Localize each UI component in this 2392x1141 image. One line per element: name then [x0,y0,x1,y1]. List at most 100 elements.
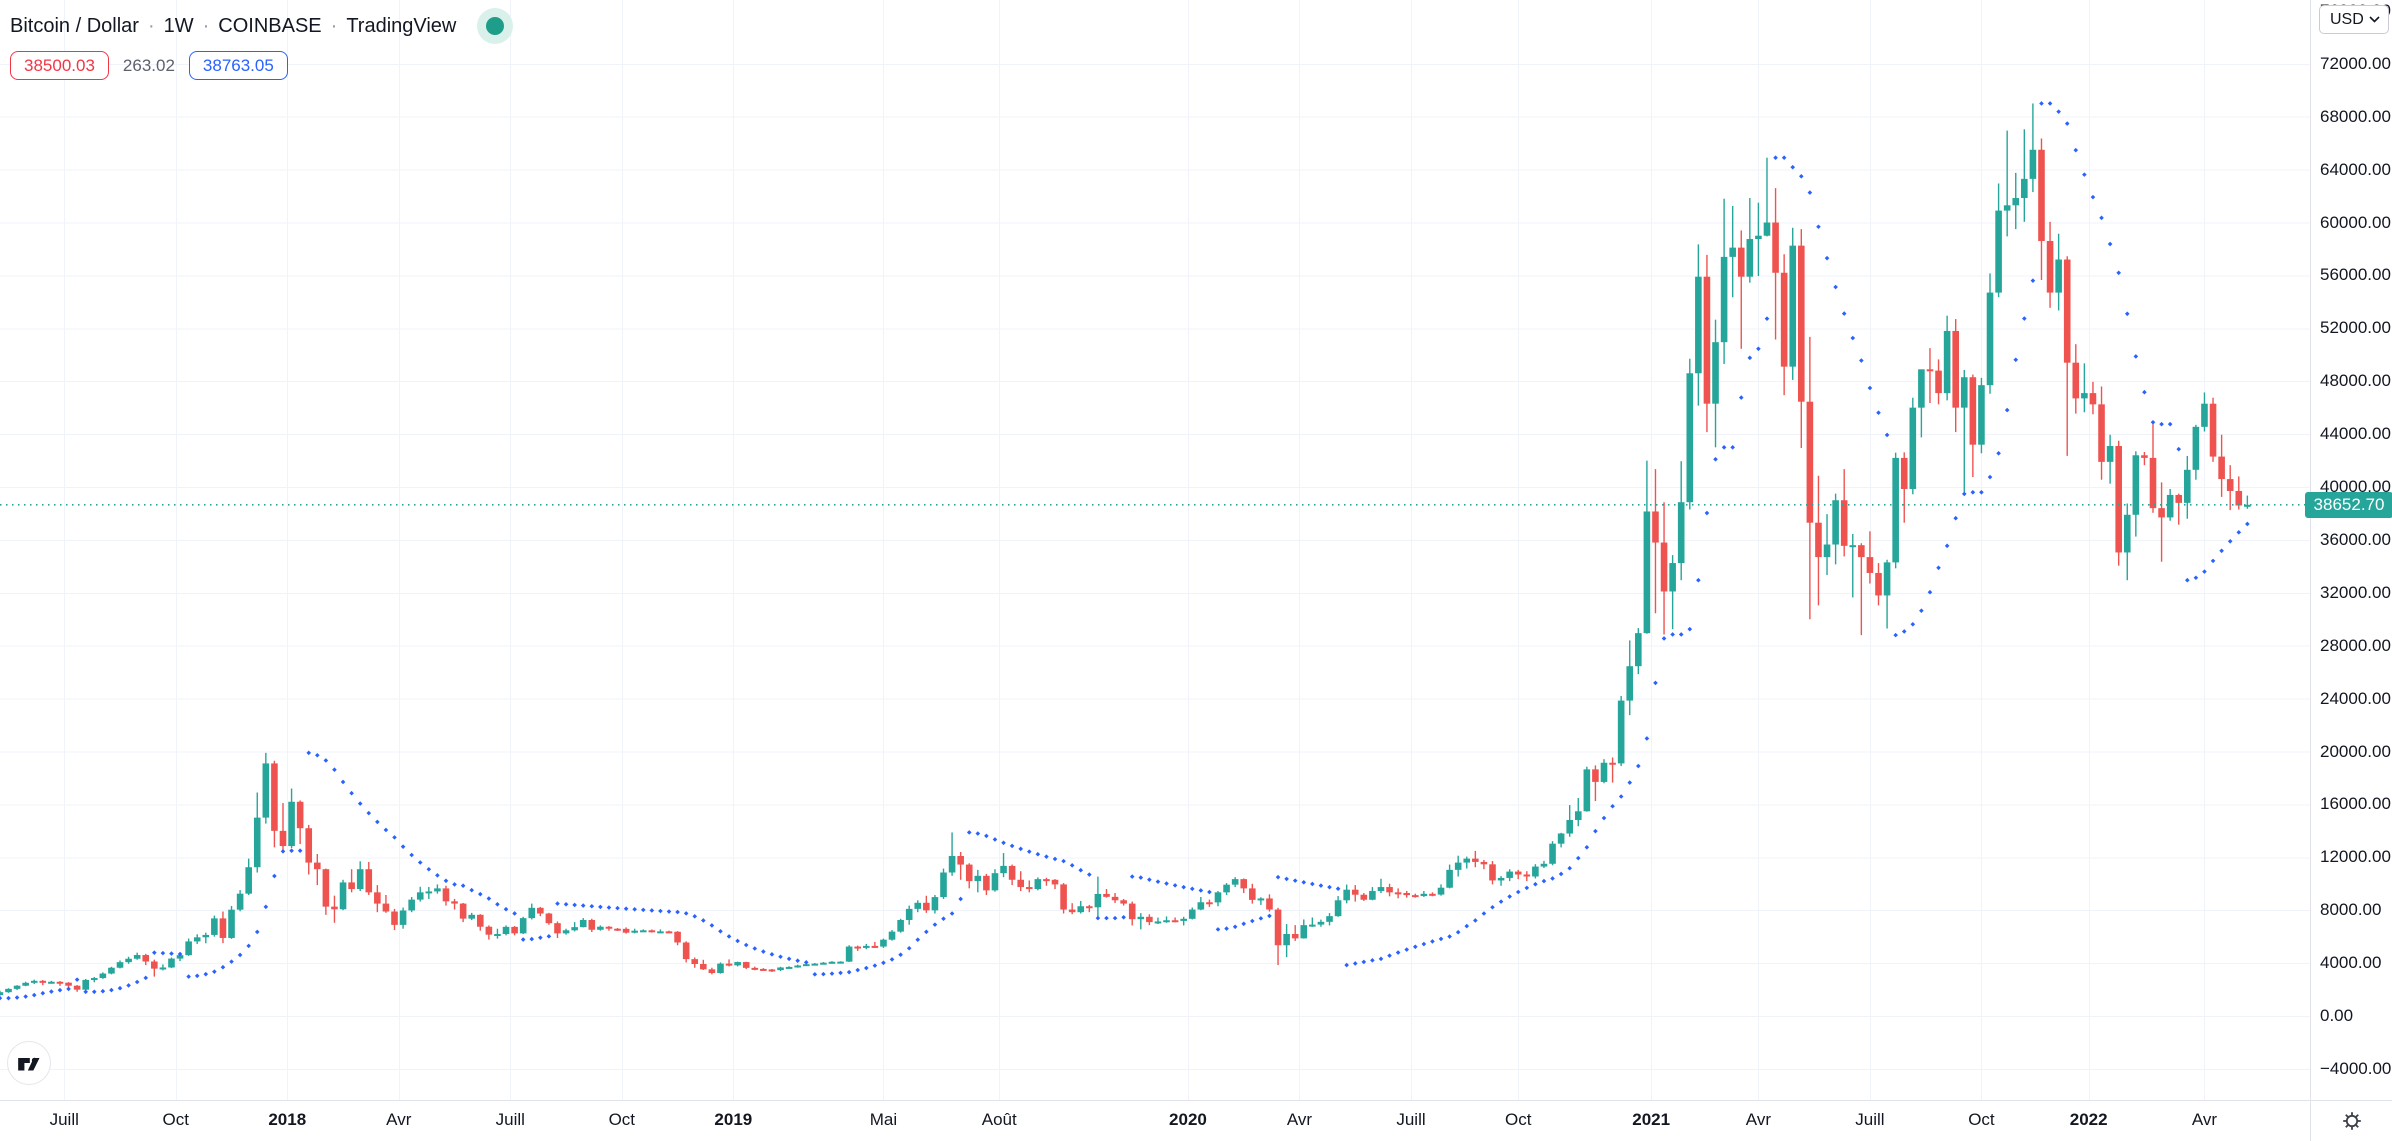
candle [279,803,287,851]
candle [305,824,313,875]
candle [2218,434,2225,497]
candle [785,966,793,969]
candle [2003,130,2011,237]
candle [253,792,261,873]
candle [1797,229,1805,448]
price-tick-label: 4000.00 [2320,953,2382,973]
candle [1334,896,1342,917]
time-tick-label: Avr [386,1110,412,1129]
candle [296,800,304,845]
candle [1051,879,1059,890]
candle [1935,359,1942,405]
candle [1429,892,1436,897]
candle [2081,363,2088,413]
candle [416,886,424,902]
candle [22,981,29,987]
candle [1060,883,1067,914]
candle [665,930,673,934]
candle [288,788,295,849]
candle [897,918,904,933]
candle [142,953,150,966]
price-tick-label: 64000.00 [2320,159,2391,179]
candle [1420,891,1428,897]
gridlines [0,0,2310,1100]
time-tick-label: Juill [49,1110,79,1129]
candle [931,894,939,914]
candle [588,918,596,933]
candle [236,890,244,912]
axis-settings-button[interactable] [2310,1101,2392,1141]
time-tick-label: 2021 [1632,1110,1671,1129]
candle [1214,891,1222,907]
candle [2123,503,2131,581]
currency-label: USD [2330,10,2364,28]
candle [605,926,613,931]
candle [2192,424,2200,480]
candle [116,960,124,969]
candle [1832,493,1839,565]
candle [168,957,175,969]
candle [1497,876,1505,886]
candle [13,985,21,990]
candle [1446,864,1453,889]
candle [2184,455,2191,519]
candle [1746,198,1754,283]
candle [700,959,707,970]
candle [794,964,801,968]
value-badge-red: 38500.03 [10,51,109,80]
candle [476,914,484,931]
candle [82,978,89,991]
title-separator: · [202,15,210,37]
candle [2012,172,2020,230]
candle [408,896,415,913]
candle [905,905,913,925]
price-chart[interactable] [0,0,2310,1100]
candle [1583,766,1591,812]
candle [442,885,450,906]
market-status-halo[interactable] [477,8,514,44]
candle [1669,555,1676,630]
candle [742,961,750,970]
candle [1858,543,1865,636]
candle [1978,377,1985,454]
price-tick-label: 44000.00 [2320,424,2391,444]
time-tick-label: 2022 [2069,1110,2108,1129]
candle [48,980,55,984]
candle [314,853,321,886]
candle [1274,907,1282,966]
candle [1257,897,1265,905]
candle [1918,369,1925,438]
candle [2106,434,2114,484]
candle [537,906,544,917]
candle [1540,860,1548,869]
candle [2244,495,2251,509]
candle [1600,759,1608,784]
candle [965,863,973,889]
candle [1617,695,1625,767]
candle [1351,885,1359,902]
candle [657,929,664,934]
currency-dropdown-button[interactable]: USD [2319,5,2389,34]
candle [1369,887,1376,901]
tradingview-logo[interactable] [7,1041,51,1085]
candle [1755,202,1762,277]
candle [425,886,433,899]
candle [1815,475,1822,606]
candle [1866,531,1874,584]
candle [2166,488,2174,521]
candle [2055,233,2062,311]
candle [1514,869,1522,880]
time-tick-label: Mai [869,1110,898,1129]
candle [1609,757,1616,783]
candle [614,928,621,931]
candle [1086,904,1093,913]
time-tick-label: Oct [162,1110,189,1129]
candle [579,918,587,928]
price-axis[interactable]: −4000.00 0.00 4000.00 8000.00 12000.00 16000.… [2305,0,2392,1100]
candle [228,905,235,939]
candle [1394,888,1402,899]
time-axis[interactable]: Juill Oct 2018 Avr Juill Oct 2019 Mai Août 2020 Av… [0,1100,2392,1141]
candle [1626,640,1634,716]
candle [1909,397,1917,495]
candle [2115,440,2122,566]
